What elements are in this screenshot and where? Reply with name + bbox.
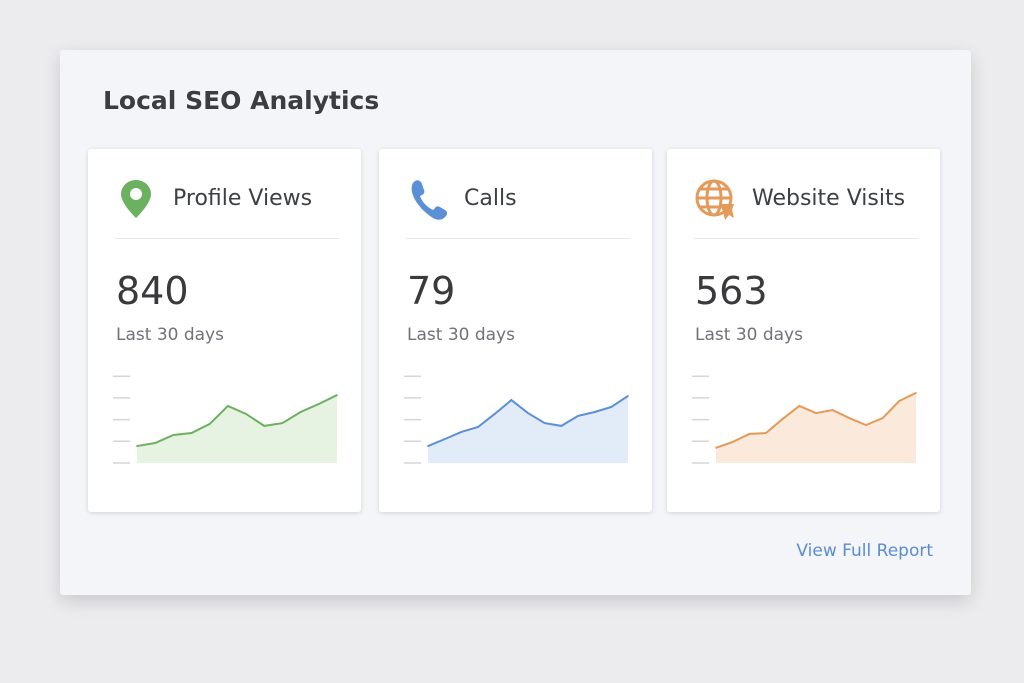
sparkline-point [543, 422, 546, 424]
sparkline-point [748, 433, 751, 435]
sparkline-area [137, 395, 337, 463]
sparkline-point [848, 417, 851, 419]
metric-period: Last 30 days [116, 325, 224, 345]
sparkline-point [865, 424, 867, 426]
sparkline-point [627, 395, 629, 397]
sparkline-point [560, 425, 563, 427]
sparkline-point [443, 438, 446, 440]
sparkline-point [798, 405, 801, 407]
sparkline-point [190, 432, 193, 434]
metric-value: 563 [695, 269, 768, 313]
card-label: Profile Views [173, 186, 313, 211]
sparkline-point [281, 422, 284, 424]
sparkline-line [136, 394, 338, 448]
sparkline-point [593, 411, 596, 413]
sparkline-chart [692, 375, 917, 464]
sparkline-point [336, 394, 338, 396]
card-label: Website Visits [752, 186, 906, 211]
sparkline-point [172, 434, 175, 436]
view-full-report-link[interactable]: View Full Report [796, 541, 933, 561]
sparkline-point [781, 418, 784, 420]
sparkline-point [245, 413, 247, 415]
sparkline-area [716, 392, 916, 463]
sparkline-point [477, 426, 479, 428]
globe-cursor-icon [695, 179, 734, 220]
sparkline-point [881, 417, 884, 419]
sparkline-point [898, 400, 901, 402]
sparkline-point [227, 405, 229, 407]
sparkline-point [136, 445, 138, 447]
sparkline-point [610, 406, 613, 408]
metric-period: Last 30 days [407, 325, 515, 345]
sparkline-point [427, 445, 429, 447]
card-label: Calls [464, 186, 517, 211]
sparkline-point [154, 442, 156, 444]
analytics-panel: Local SEO Analytics Profile Views 840 La… [60, 50, 971, 595]
sparkline-point [765, 432, 767, 434]
sparkline-chart [404, 375, 629, 464]
sparkline-point [527, 412, 529, 414]
sparkline-point [318, 403, 320, 405]
map-pin-icon [121, 180, 151, 218]
sparkline-point [577, 415, 579, 417]
sparkline-point [731, 441, 734, 443]
card-website-visits: Website Visits 563 Last 30 days [667, 149, 940, 512]
sparkline-point [815, 412, 817, 414]
sparkline-area [428, 395, 628, 463]
sparkline-point [831, 409, 834, 411]
metric-value: 79 [407, 269, 456, 313]
metric-value: 840 [116, 269, 189, 313]
page-title: Local SEO Analytics [103, 86, 380, 115]
sparkline-point [510, 399, 513, 401]
sparkline-point [299, 411, 302, 413]
sparkline-point [915, 392, 917, 394]
sparkline-point [460, 431, 463, 433]
phone-icon [411, 180, 448, 220]
sparkline-chart [113, 375, 338, 464]
sparkline-point [715, 447, 717, 449]
sparkline-point [493, 413, 496, 415]
sparkline-point [263, 425, 266, 427]
metric-period: Last 30 days [695, 325, 803, 345]
card-profile-views: Profile Views 840 Last 30 days [88, 149, 361, 512]
sparkline-point [208, 423, 211, 425]
card-calls: Calls 79 Last 30 days [379, 149, 652, 512]
